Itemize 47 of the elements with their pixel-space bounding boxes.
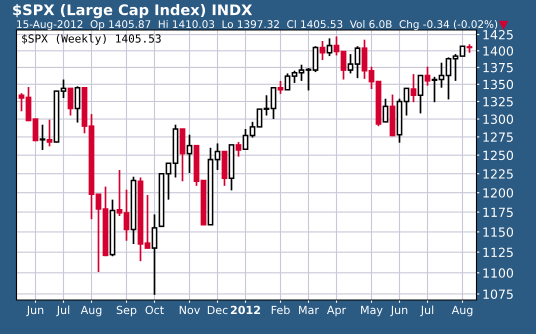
y-tick-label: 1225 (483, 169, 513, 179)
y-tick-label: 1100 (483, 268, 514, 278)
candlestick (410, 73, 416, 104)
x-tick-label: Feb (272, 306, 290, 314)
y-tick-label: 1125 (483, 248, 513, 258)
x-tick-label: Jul (420, 306, 434, 316)
x-tick-label: Jun (390, 306, 408, 316)
candlestick (382, 98, 388, 123)
candlestick (424, 66, 430, 86)
candlestick (320, 40, 326, 61)
x-tick-label: Dec (208, 306, 228, 314)
annotation: $SPX (Weekly) 1405.53 (22, 34, 161, 45)
candlestick (236, 141, 242, 158)
x-tick-label: Sep (116, 306, 136, 316)
y-tick-label: 1375 (483, 62, 513, 72)
y-tick-label: 1350 (483, 80, 514, 90)
x-tick-label: Jun (26, 306, 44, 316)
candlestick (74, 86, 80, 124)
x-tick-label: Apr (326, 306, 346, 316)
candlestick (186, 134, 192, 174)
y-tick-label: 1250 (483, 150, 514, 160)
y-tick-label: 1425 (483, 30, 513, 40)
y-tick-label: 1150 (483, 227, 514, 237)
x-tick-label: 2012 (230, 306, 260, 314)
candlestick (278, 80, 284, 95)
y-tick-label: 1275 (483, 132, 513, 142)
chart-subtitle: 15-Aug-2012 Op 1405.87 Hi 1410.03 Lo 1397.32 Cl 1405.53 Vol 6.0B Chg -0.34 (-0.02%) (17, 20, 498, 30)
candlestick (68, 88, 74, 116)
y-tick-label: 1325 (483, 96, 513, 106)
x-tick-label: Mar (299, 306, 319, 314)
candlestick (418, 74, 424, 114)
x-tick-label: Nov (180, 306, 200, 314)
y-tick-label: 1400 (483, 46, 514, 56)
y-tick-label: 1075 (483, 289, 513, 299)
candlestick (152, 214, 158, 296)
x-tick-label: Aug (452, 306, 472, 316)
x-tick-label: Jul (56, 306, 70, 316)
y-tick-label: 1175 (483, 208, 513, 218)
candlestick (46, 118, 52, 148)
x-tick-label: May (361, 306, 383, 316)
x-tick-label: Aug (80, 306, 102, 316)
candlestick (40, 124, 46, 151)
chart-title: $SPX (Large Cap Index) INDX (13, 4, 252, 18)
y-tick-label: 1300 (483, 114, 514, 124)
candlestick (326, 38, 332, 57)
x-tick-label: Oct (146, 306, 164, 314)
y-tick-label: 1200 (483, 188, 514, 198)
